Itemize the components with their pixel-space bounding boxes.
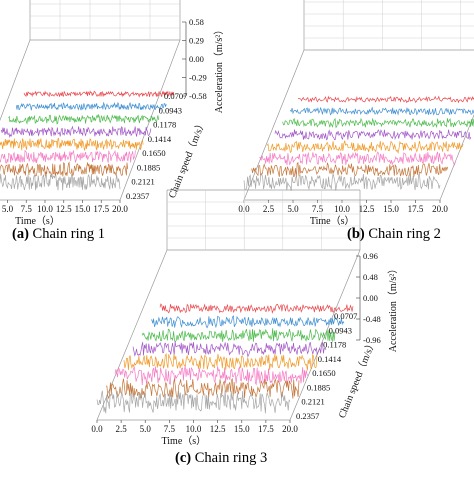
- series-line: [282, 117, 474, 129]
- y-tick-label: 0.0943: [329, 325, 352, 335]
- x-tick-label: 15.0: [75, 204, 91, 214]
- z-tick-label: -0.96: [363, 335, 381, 345]
- x-tick-label: 15.0: [234, 424, 250, 434]
- z-tick-label: 0.29: [189, 36, 204, 46]
- series-line: [150, 315, 345, 329]
- y-tick-label: 0.1650: [312, 368, 335, 378]
- y-tick-label: 0.2121: [301, 397, 324, 407]
- y-axis-label: Chain speed（m/s）: [336, 338, 378, 420]
- caption-b-text: Chain ring 2: [368, 226, 441, 242]
- y-axis-label: Chain speed（m/s）: [166, 118, 208, 200]
- series-line: [141, 328, 336, 343]
- series-line: [259, 151, 456, 166]
- x-tick-label: 17.5: [93, 204, 109, 214]
- caption-a-letter: (a): [12, 226, 29, 242]
- x-tick-label: 20.0: [112, 204, 128, 214]
- x-tick-label: 5.0: [287, 204, 299, 214]
- series-line: [274, 129, 472, 141]
- y-tick-label: 0.1885: [307, 382, 330, 392]
- x-axis-label: Time（s）: [15, 215, 60, 227]
- series-line: [159, 303, 354, 314]
- series-line: [106, 377, 300, 400]
- z-tick-label: 0.48: [363, 272, 378, 282]
- y-tick-label: 0.1178: [153, 120, 176, 130]
- series-line: [114, 365, 309, 386]
- z-axis-label: Acceleration（m/s²）: [213, 25, 225, 114]
- x-tick-label: 7.5: [164, 424, 176, 434]
- series-line: [8, 113, 159, 125]
- x-tick-label: 5.0: [140, 424, 152, 434]
- y-tick-label: 0.1414: [148, 134, 172, 144]
- y-tick-label: 0.2121: [131, 177, 154, 187]
- series-line: [15, 101, 167, 111]
- caption-a-text: Chain ring 1: [32, 226, 106, 242]
- x-tick-label: 12.5: [56, 204, 72, 214]
- x-tick-label: 10.0: [186, 424, 202, 434]
- x-tick-label: 2.5: [116, 424, 128, 434]
- series-line: [0, 137, 144, 151]
- y-tick-label: 0.1178: [323, 340, 346, 350]
- y-tick-label: 0.2357: [296, 411, 319, 421]
- series-line: [297, 95, 474, 104]
- series-line: [0, 149, 136, 164]
- series-line: [0, 161, 129, 177]
- series-line: [0, 125, 152, 138]
- z-tick-label: -0.29: [189, 73, 207, 83]
- z-tick-label: -0.58: [189, 91, 207, 101]
- caption-c-letter: (c): [175, 450, 192, 466]
- series-line: [132, 341, 327, 358]
- z-axis-label: Acceleration（m/s²）: [387, 264, 399, 353]
- x-tick-label: 12.5: [210, 424, 226, 434]
- x-tick-label: 0.0: [91, 424, 103, 434]
- z-tick-label: 0.00: [363, 293, 378, 303]
- series-line: [96, 389, 291, 414]
- y-tick-label: 0.2357: [126, 191, 149, 201]
- x-tick-label: 7.5: [21, 204, 33, 214]
- x-tick-label: 17.5: [408, 204, 424, 214]
- z-tick-label: 0.00: [189, 54, 204, 64]
- caption-b: (b) Chain ring 2: [347, 226, 441, 243]
- x-tick-label: 17.5: [258, 424, 274, 434]
- y-tick-label: 0.1650: [142, 148, 165, 158]
- series-line: [266, 140, 464, 155]
- x-tick-label: 7.5: [312, 204, 324, 214]
- caption-c: (c) Chain ring 3: [175, 450, 267, 467]
- z-tick-label: -0.48: [363, 314, 381, 324]
- caption-a: (a) Chain ring 1: [12, 226, 105, 243]
- series-line: [0, 173, 121, 191]
- caption-b-letter: (b): [347, 226, 365, 242]
- x-tick-label: 12.5: [359, 204, 375, 214]
- y-tick-label: 0.1885: [137, 162, 160, 172]
- x-tick-label: 15.0: [383, 204, 399, 214]
- y-tick-label: 0.0707: [334, 311, 357, 321]
- x-tick-label: 5.0: [2, 204, 14, 214]
- x-tick-label: 20.0: [282, 424, 298, 434]
- x-tick-label: 10.0: [37, 204, 53, 214]
- x-tick-label: 20.0: [432, 204, 448, 214]
- y-tick-label: 0.0943: [159, 105, 182, 115]
- y-tick-label: 0.1414: [318, 354, 342, 364]
- x-tick-label: 10.0: [334, 204, 350, 214]
- series-line: [123, 352, 318, 371]
- y-tick-label: 0.0707: [164, 91, 187, 101]
- box-floor: [243, 49, 474, 201]
- series-line: [289, 106, 474, 116]
- z-tick-label: 0.96: [363, 251, 378, 261]
- series-line: [251, 161, 449, 178]
- x-axis-label: Time（s）: [162, 435, 207, 447]
- series-line: [243, 173, 441, 191]
- x-tick-label: 2.5: [263, 204, 275, 214]
- series-line: [23, 90, 175, 98]
- x-axis-label: Time（s）: [310, 215, 355, 227]
- z-tick-label: 0.58: [189, 17, 204, 27]
- panel-a-chart: 2.55.07.510.012.515.017.520.0Time（s）0.58…: [0, 0, 225, 227]
- caption-c-text: Chain ring 3: [194, 450, 268, 466]
